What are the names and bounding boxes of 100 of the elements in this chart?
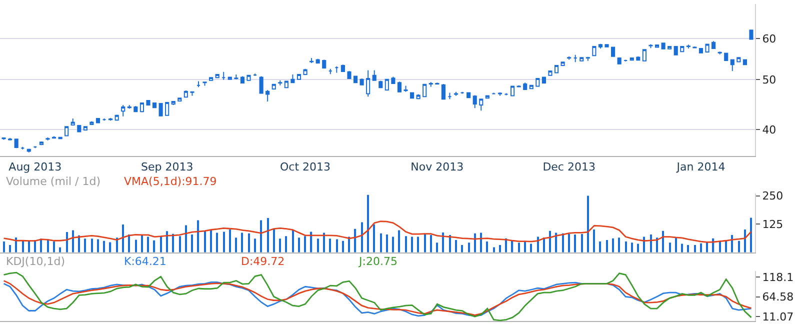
bar (631, 242, 633, 252)
candlestick (8, 138, 12, 141)
candlestick (698, 48, 704, 54)
bar (304, 236, 306, 252)
candlestick (479, 98, 484, 112)
candlestick (334, 66, 339, 74)
candlestick (284, 80, 288, 89)
bar (361, 222, 363, 252)
candlestick (121, 104, 126, 117)
bar (53, 242, 55, 252)
candlestick (712, 40, 716, 49)
bar (411, 236, 413, 252)
bar (135, 240, 137, 252)
bar (738, 240, 740, 252)
candlestick (724, 52, 728, 62)
candlestick (624, 59, 628, 62)
candlestick (378, 80, 383, 89)
candlestick (592, 46, 596, 57)
bar (398, 230, 400, 252)
bar (518, 242, 520, 252)
bar (493, 247, 495, 252)
candlestick (209, 76, 214, 82)
candlestick (278, 80, 282, 86)
candlestick (303, 68, 308, 76)
candlestick (384, 78, 389, 91)
candlestick (310, 58, 314, 64)
bar (28, 240, 30, 252)
bar (323, 232, 325, 252)
y-tick-label: 64.58 (762, 290, 794, 304)
bar (197, 220, 200, 252)
candlestick (668, 46, 672, 50)
candlestick (96, 117, 100, 124)
chart-title: Volume (mil / 1d) (6, 175, 100, 188)
bar (744, 230, 746, 252)
candlestick (64, 126, 69, 137)
candlestick (228, 76, 232, 80)
candlestick (472, 94, 477, 109)
candlestick (190, 90, 194, 96)
bar (103, 240, 105, 252)
candlestick (391, 76, 396, 84)
candlestick (39, 141, 44, 146)
bar (662, 230, 664, 252)
candlestick (127, 104, 132, 110)
candlestick (222, 71, 226, 80)
candlestick (259, 76, 264, 94)
series-label: D:49.72 (241, 255, 285, 268)
bar (342, 240, 344, 252)
bar (405, 236, 407, 252)
bar (750, 218, 752, 252)
bar (625, 242, 627, 252)
line-series (3, 220, 752, 243)
bar (285, 236, 287, 252)
bar (574, 234, 576, 252)
bar (599, 242, 602, 252)
bar (386, 234, 388, 252)
candlestick (108, 117, 113, 122)
line-series (3, 272, 752, 322)
bar (694, 244, 696, 252)
bar (380, 233, 382, 252)
bar (267, 218, 269, 252)
candlestick (360, 78, 364, 86)
candlestick (158, 102, 163, 116)
text: VMA(5,1d):91.79 (124, 175, 217, 188)
bar (216, 232, 218, 252)
y-tick-label: 118.1 (762, 270, 794, 284)
candlestick (598, 43, 603, 49)
bar (153, 240, 156, 252)
candlestick (705, 43, 710, 53)
candlestick (416, 94, 420, 100)
candlestick (604, 44, 609, 48)
candlestick (102, 118, 106, 122)
bar (191, 234, 193, 252)
bar (22, 240, 24, 252)
candlestick (340, 64, 345, 72)
bar (3, 242, 5, 252)
candlestick (171, 100, 176, 106)
bar (128, 234, 130, 252)
candlestick (246, 74, 251, 82)
y-tick-label: 50 (762, 73, 776, 86)
series-label: J:20.75 (358, 255, 398, 268)
bar (581, 234, 583, 252)
bar (72, 230, 74, 252)
bar (392, 236, 394, 252)
bar (549, 230, 551, 252)
bar (637, 244, 639, 252)
bar (223, 232, 225, 252)
bar (700, 243, 702, 252)
bar (260, 220, 262, 252)
bar (606, 240, 608, 252)
bar (612, 238, 614, 252)
x-tick-label: Nov 2013 (410, 160, 464, 174)
bar (568, 234, 570, 252)
bar (618, 238, 620, 252)
bar (78, 235, 80, 252)
bar (141, 234, 143, 252)
bar (656, 238, 658, 252)
candlestick (680, 46, 684, 53)
candlestick (46, 136, 50, 141)
candlestick (83, 126, 88, 132)
candlestick (252, 73, 258, 76)
